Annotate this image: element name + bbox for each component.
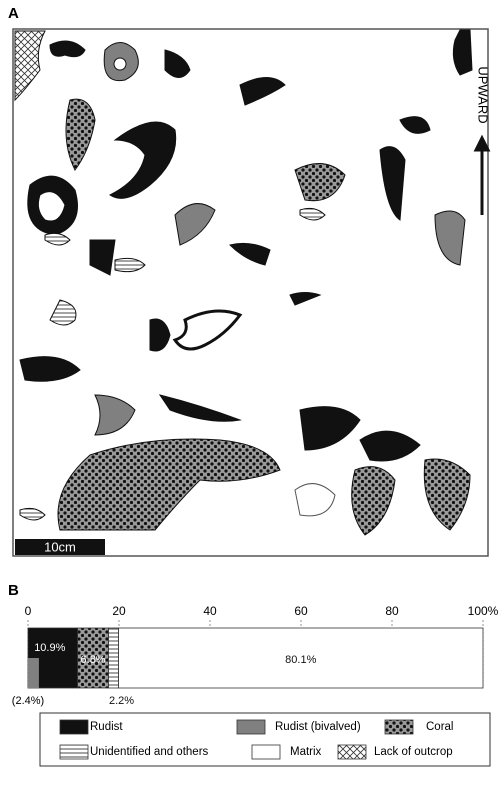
legend-swatch <box>237 720 265 734</box>
x-tick-label: 100% <box>468 604 499 618</box>
legend-label: Rudist (bivalved) <box>275 721 361 733</box>
value-label: 80.1% <box>285 654 316 666</box>
x-tick-label: 40 <box>203 604 217 618</box>
legend-swatch <box>252 745 280 759</box>
legend-label: Unidentified and others <box>90 746 209 758</box>
legend-swatch <box>338 745 366 759</box>
value-label: (2.4%) <box>12 695 44 707</box>
legend-label: Rudist <box>90 721 123 733</box>
sub-segment <box>28 658 39 688</box>
legend-swatch <box>60 745 88 759</box>
figure: A UPWARD <box>0 0 502 781</box>
legend-swatch <box>60 720 88 734</box>
legend-label: Matrix <box>290 746 322 758</box>
page: {"panel_a": {"label": "A", "direction": … <box>0 0 502 786</box>
panel-label: B <box>8 582 19 599</box>
x-tick-label: 20 <box>112 604 126 618</box>
bar-segment <box>109 628 119 688</box>
legend-label: Lack of outcrop <box>374 746 453 758</box>
legend-label: Coral <box>426 721 453 733</box>
value-label: 10.9% <box>34 642 65 654</box>
x-tick-label: 80 <box>385 604 399 618</box>
x-tick-label: 60 <box>294 604 308 618</box>
scale-label: 10cm <box>44 539 76 554</box>
value-label: 2.2% <box>109 695 134 707</box>
legend-swatch <box>385 720 413 734</box>
value-label: 6.8% <box>81 654 106 666</box>
x-tick-label: 0 <box>25 604 32 618</box>
panel-label: A <box>8 5 19 22</box>
direction-label: UPWARD <box>476 66 491 123</box>
stacked-bar-chart: 0 20 40 60 80 100% 10.9% 6.8% 2.2% 80.1% (2.4%) Rud… <box>12 604 499 759</box>
